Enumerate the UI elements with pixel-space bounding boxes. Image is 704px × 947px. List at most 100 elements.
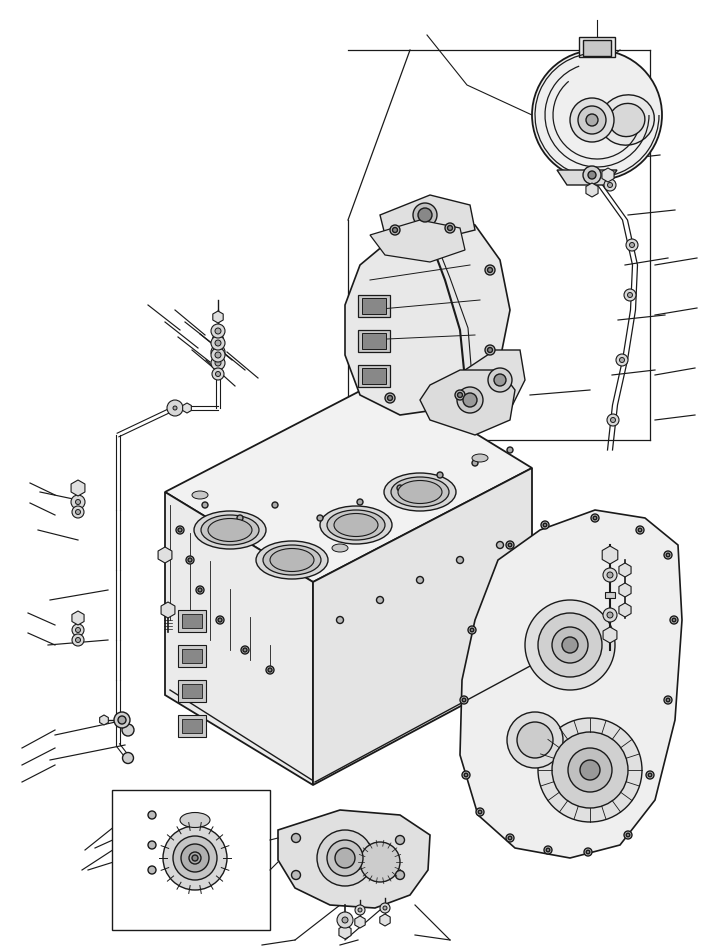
- Circle shape: [268, 668, 272, 672]
- Circle shape: [463, 393, 477, 407]
- Polygon shape: [460, 510, 682, 858]
- Circle shape: [546, 849, 550, 851]
- Circle shape: [456, 557, 463, 563]
- Circle shape: [620, 358, 624, 363]
- Polygon shape: [345, 215, 510, 415]
- Circle shape: [610, 418, 615, 422]
- Bar: [358, 330, 390, 352]
- Polygon shape: [213, 334, 223, 346]
- Circle shape: [360, 842, 400, 882]
- Polygon shape: [460, 350, 525, 420]
- Circle shape: [272, 502, 278, 508]
- Circle shape: [616, 354, 628, 366]
- Circle shape: [327, 840, 363, 876]
- Circle shape: [562, 637, 578, 653]
- Circle shape: [448, 225, 453, 230]
- Circle shape: [607, 572, 613, 578]
- Polygon shape: [72, 611, 84, 625]
- Circle shape: [468, 626, 476, 634]
- Circle shape: [517, 722, 553, 758]
- Circle shape: [337, 616, 344, 623]
- Circle shape: [418, 208, 432, 222]
- Circle shape: [186, 556, 194, 564]
- Circle shape: [387, 396, 393, 401]
- Circle shape: [593, 516, 597, 520]
- Circle shape: [241, 646, 249, 654]
- Circle shape: [72, 624, 84, 636]
- Polygon shape: [380, 195, 475, 240]
- Circle shape: [413, 203, 437, 227]
- Ellipse shape: [194, 511, 266, 549]
- Circle shape: [525, 600, 615, 690]
- Circle shape: [672, 618, 676, 622]
- Circle shape: [478, 811, 482, 813]
- Circle shape: [243, 648, 247, 652]
- Circle shape: [215, 360, 221, 366]
- Circle shape: [608, 183, 612, 188]
- Circle shape: [626, 239, 638, 251]
- Polygon shape: [420, 370, 515, 435]
- Circle shape: [583, 166, 601, 184]
- Circle shape: [664, 551, 672, 559]
- Circle shape: [291, 833, 301, 843]
- Circle shape: [215, 352, 221, 358]
- Circle shape: [196, 586, 204, 594]
- Circle shape: [385, 393, 395, 403]
- Circle shape: [173, 406, 177, 410]
- Polygon shape: [602, 546, 618, 564]
- Polygon shape: [182, 403, 191, 413]
- Ellipse shape: [600, 95, 654, 145]
- Bar: [358, 365, 390, 387]
- Polygon shape: [158, 547, 172, 563]
- Circle shape: [390, 225, 400, 235]
- Circle shape: [159, 549, 171, 561]
- Polygon shape: [165, 378, 532, 582]
- Circle shape: [552, 732, 628, 808]
- Circle shape: [237, 515, 243, 521]
- Polygon shape: [161, 602, 175, 618]
- Circle shape: [629, 242, 634, 247]
- Ellipse shape: [208, 519, 252, 542]
- Circle shape: [417, 577, 424, 583]
- Polygon shape: [71, 480, 85, 496]
- Circle shape: [624, 831, 632, 839]
- Circle shape: [648, 773, 652, 777]
- Circle shape: [72, 506, 84, 518]
- Circle shape: [463, 698, 466, 702]
- Circle shape: [666, 698, 670, 702]
- Circle shape: [666, 553, 670, 557]
- Circle shape: [603, 608, 617, 622]
- Circle shape: [494, 374, 506, 386]
- Circle shape: [189, 852, 201, 864]
- Circle shape: [607, 414, 619, 426]
- Bar: [362, 333, 386, 349]
- Circle shape: [538, 613, 602, 677]
- Polygon shape: [278, 810, 430, 908]
- Circle shape: [445, 223, 455, 233]
- Circle shape: [118, 716, 126, 724]
- Bar: [182, 614, 202, 628]
- Bar: [358, 295, 390, 317]
- Circle shape: [496, 542, 503, 548]
- Bar: [112, 790, 270, 930]
- Circle shape: [670, 616, 678, 624]
- Circle shape: [470, 628, 474, 632]
- Circle shape: [215, 349, 221, 355]
- Circle shape: [397, 485, 403, 491]
- Ellipse shape: [391, 477, 449, 507]
- Circle shape: [335, 848, 355, 868]
- Ellipse shape: [256, 541, 328, 579]
- Circle shape: [624, 289, 636, 301]
- Circle shape: [591, 514, 599, 522]
- Bar: [178, 610, 206, 632]
- Circle shape: [383, 906, 387, 910]
- Polygon shape: [619, 603, 631, 617]
- Polygon shape: [602, 168, 614, 182]
- Circle shape: [181, 844, 209, 872]
- Circle shape: [377, 597, 384, 603]
- Bar: [182, 719, 202, 733]
- Circle shape: [75, 509, 80, 514]
- Circle shape: [72, 634, 84, 646]
- Bar: [178, 645, 206, 667]
- Ellipse shape: [180, 813, 210, 828]
